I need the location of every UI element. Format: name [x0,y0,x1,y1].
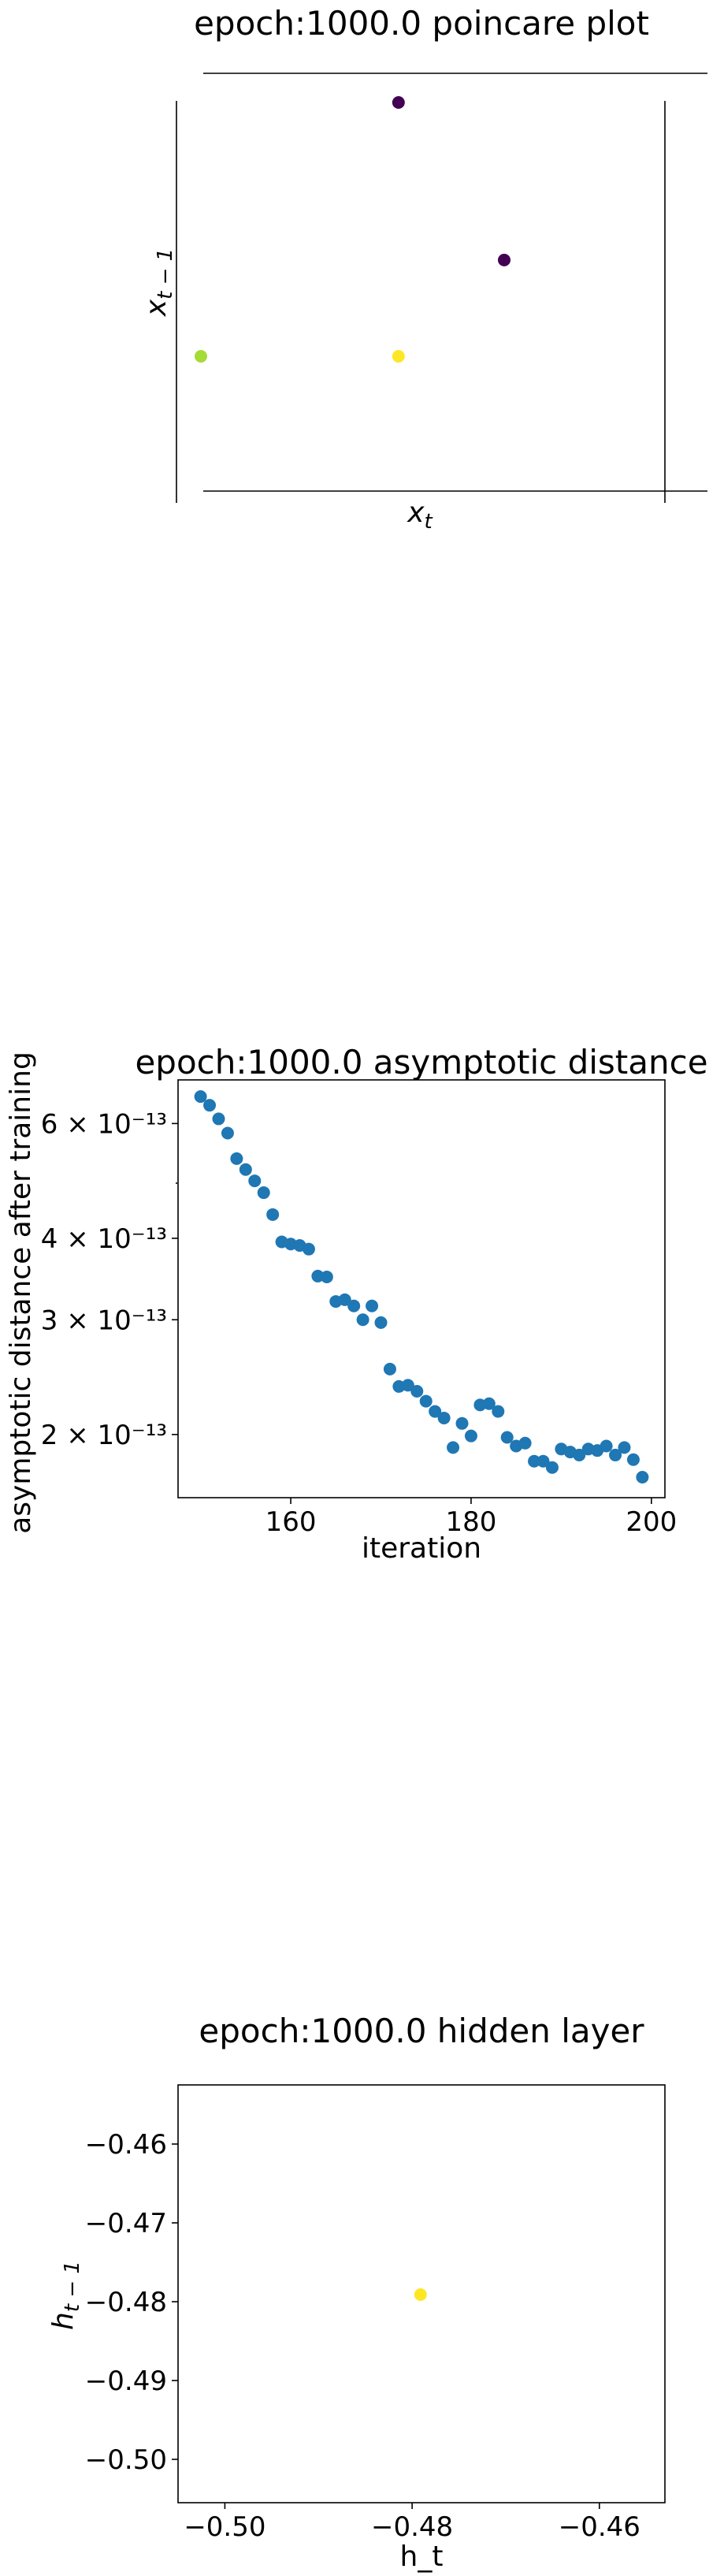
asymptotic-distance-chart: epoch:1000.0 asymptotic distance 160 180 2… [5,1043,708,1565]
data-point [410,1385,424,1398]
poincare-points [195,96,511,363]
y-ticks: −0.46 −0.47 −0.48 −0.49 −0.50 [85,2129,178,2476]
data-point [248,1174,262,1188]
x-tick-label: −0.46 [559,2511,640,2543]
data-point [518,1436,532,1450]
data-point [455,1416,469,1430]
data-point [636,1471,649,1484]
data-point [320,1270,333,1283]
scatter-points [194,1090,649,1484]
hidden-layer-chart: epoch:1000.0 hidden layer −0.50 −0.48 −0.4… [47,2012,666,2573]
data-point [419,1394,433,1408]
data-point [257,1186,270,1200]
data-point [429,1405,442,1418]
y-tick-label: 2 × 10⁻¹³ [41,1420,167,1451]
data-point [482,1397,496,1410]
chart-title: epoch:1000.0 asymptotic distance [135,1043,707,1081]
x-tick-label: −0.48 [371,2511,453,2543]
data-point [600,1439,613,1453]
x-tick-label: 200 [626,1506,677,1538]
chart-title: epoch:1000.0 hidden layer [199,2012,644,2050]
x-ticks: −0.50 −0.48 −0.46 [184,2503,640,2543]
y-axis-label: asymptotic distance after training [5,1052,37,1534]
data-point [356,1313,369,1327]
x-axis-label: iteration [362,1532,481,1565]
data-point [447,1441,460,1454]
data-point [500,1431,514,1444]
data-point [311,1269,325,1282]
data-point [528,1454,541,1468]
y-tick-label: 4 × 10⁻¹³ [41,1223,167,1255]
data-point [374,1316,388,1329]
chart-title: epoch:1000.0 poincare plot [194,4,649,43]
plot-frame [177,2084,666,2503]
x-axis-label: xt [407,497,433,534]
data-point [492,1405,505,1418]
y-axis-label: xt − 1 [140,248,177,317]
data-point [194,1090,207,1104]
y-tick-label: 3 × 10⁻¹³ [41,1305,167,1336]
data-point [545,1461,559,1474]
data-point [266,1208,280,1221]
data-point [414,2288,427,2301]
data-point [230,1152,243,1165]
data-point [347,1299,361,1312]
data-point [383,1362,396,1375]
data-point [338,1293,351,1306]
x-tick-label: 160 [265,1506,317,1538]
data-point [195,350,207,363]
data-point [401,1379,414,1392]
y-tick-label: −0.48 [85,2287,167,2318]
data-point [392,96,405,109]
data-point [239,1163,252,1176]
data-point [203,1099,217,1112]
data-point [302,1242,315,1256]
data-point [392,350,405,363]
data-point [618,1441,631,1454]
y-tick-label: −0.49 [85,2366,167,2397]
data-point [212,1112,225,1126]
data-point [437,1411,451,1424]
x-tick-label: −0.50 [184,2511,265,2543]
x-axis-label: h_t [400,2541,444,2573]
scatter-points [414,2288,427,2301]
y-tick-label: −0.47 [85,2208,167,2239]
plot-frame [177,1079,666,1498]
data-point [366,1299,379,1312]
y-ticks: 6 × 10⁻¹³ 4 × 10⁻¹³ 3 × 10⁻¹³ 2 × 10⁻¹³ [41,1108,178,1451]
data-point [221,1126,234,1140]
data-point [626,1453,640,1466]
x-tick-label: 180 [445,1506,496,1538]
data-point [464,1429,477,1442]
poincare-chart: epoch:1000.0 poincare plot xt xt − 1 [140,4,707,534]
y-tick-label: 6 × 10⁻¹³ [41,1108,167,1140]
data-point [537,1454,550,1468]
y-tick-label: −0.46 [85,2129,167,2161]
y-axis-label: ht − 1 [47,2261,84,2330]
data-point [609,1448,622,1461]
x-ticks: 160 180 200 [265,1498,677,1538]
y-tick-label: −0.50 [85,2444,167,2476]
data-point [498,253,511,266]
data-point [573,1448,586,1461]
